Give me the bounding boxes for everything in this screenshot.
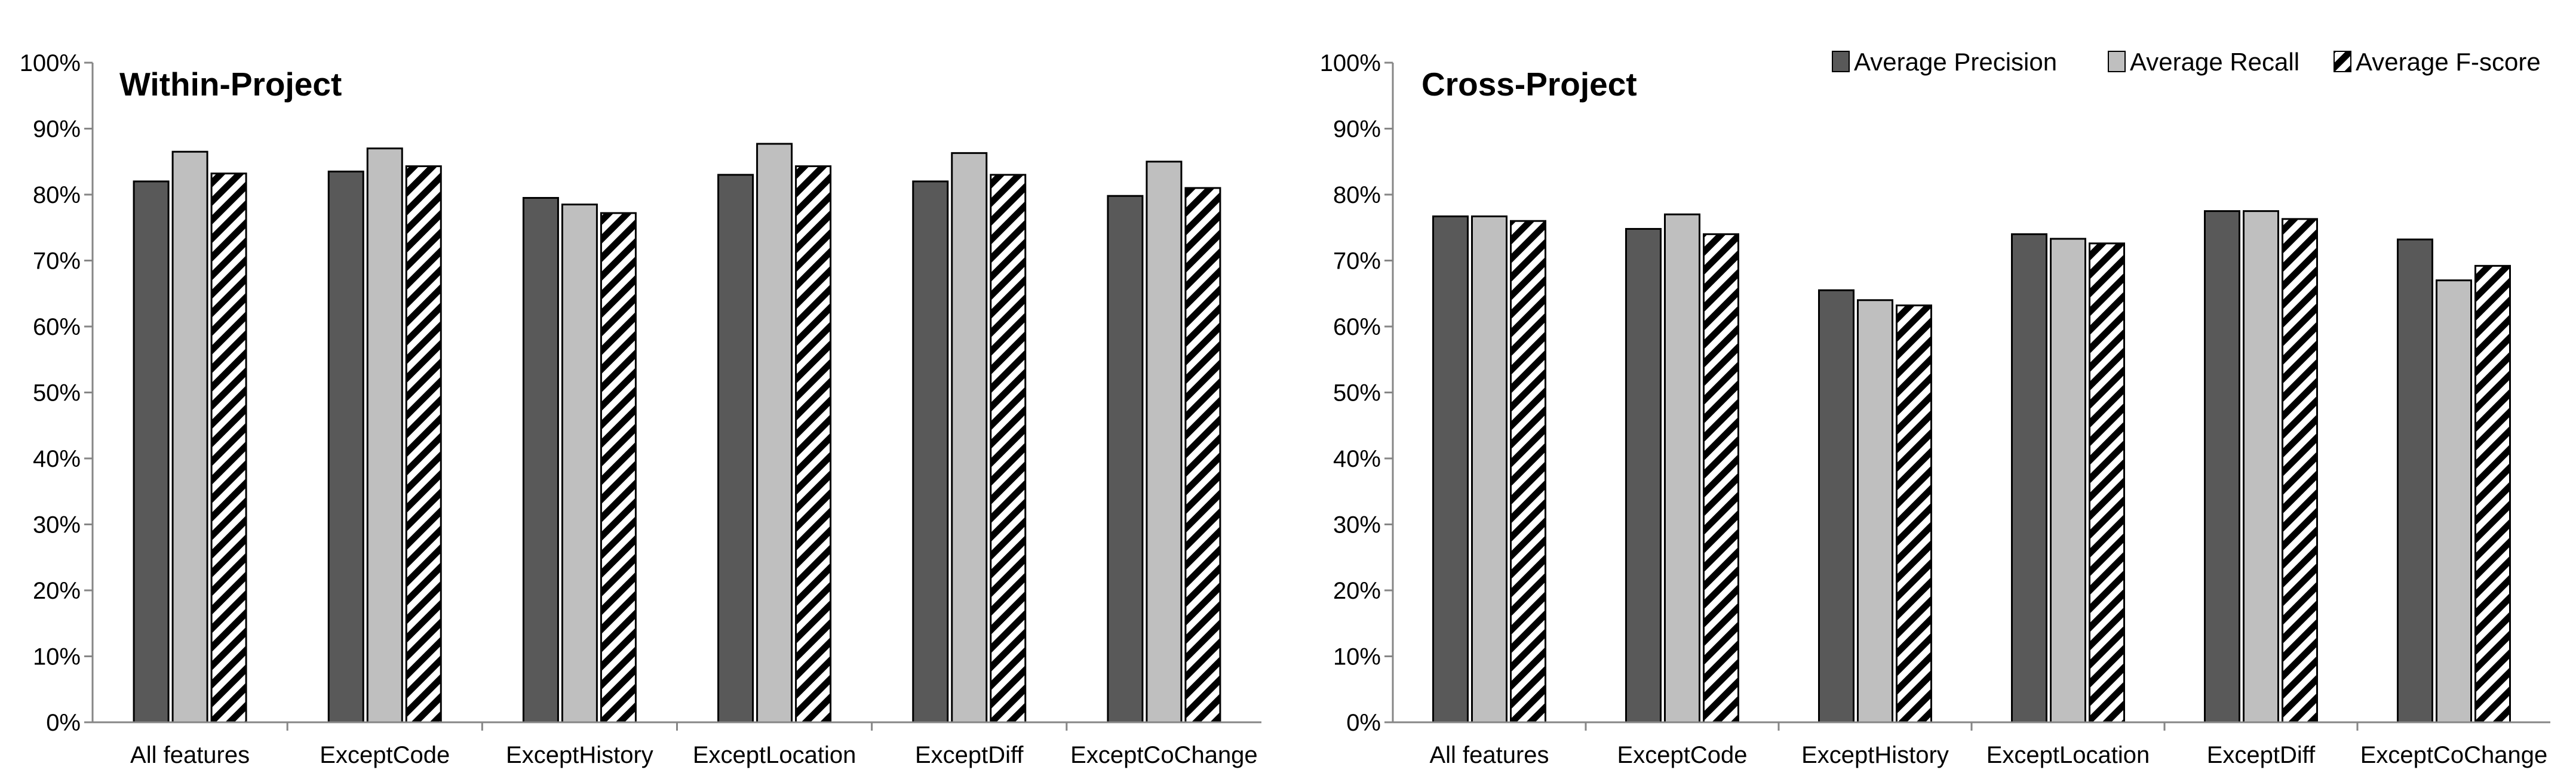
bar-recall xyxy=(366,147,403,723)
bar-recall xyxy=(2050,238,2086,723)
bar-precision xyxy=(522,197,559,723)
bar-fscore xyxy=(2282,218,2318,723)
y-tick-label: 30% xyxy=(33,512,81,538)
x-tick-label: ExceptHistory xyxy=(506,742,653,768)
y-tick-label: 20% xyxy=(33,578,81,604)
bar-precision xyxy=(912,180,949,723)
legend-label-precision: Average Precision xyxy=(1854,48,2057,76)
x-tick-label: ExceptDiff xyxy=(915,742,1024,768)
plot-area: 0% 10% 20% 30% 40% 50% 60% 70% 80% 90% 100% All fea… xyxy=(20,50,1261,768)
cross-project-chart: Cross-Project 0% 10% 20% 30% 40% 50% 60% 70% 80%… xyxy=(1320,50,2550,768)
y-tick-label: 40% xyxy=(1333,446,1381,472)
bar-recall xyxy=(2243,210,2279,723)
y-tick-label: 10% xyxy=(1333,644,1381,670)
bar-precision xyxy=(327,170,364,723)
bar-precision xyxy=(1625,227,1662,723)
y-tick-label: 50% xyxy=(1333,380,1381,407)
x-tick-label: ExceptCoChange xyxy=(1070,742,1258,768)
bar-fscore xyxy=(795,165,832,723)
bar-fscore xyxy=(1896,304,1932,723)
y-tick-label: 100% xyxy=(20,50,81,76)
x-tick-label: ExceptLocation xyxy=(1987,742,2150,768)
bar-fscore xyxy=(210,173,247,723)
x-tick-label: ExceptDiff xyxy=(2207,742,2316,768)
bar-recall xyxy=(1471,215,1507,723)
y-tick-label: 90% xyxy=(33,116,81,143)
y-tick-label: 80% xyxy=(1333,182,1381,208)
bar-recall xyxy=(756,143,793,723)
bar-recall xyxy=(1146,161,1183,723)
y-tick-label: 30% xyxy=(1333,512,1381,538)
bar-precision xyxy=(717,174,754,723)
plot-area: 0% 10% 20% 30% 40% 50% 60% 70% 80% 90% 100% All fea… xyxy=(1320,50,2550,768)
bar-recall xyxy=(951,152,988,723)
x-tick-label: ExceptCode xyxy=(1617,742,1748,768)
bar-fscore xyxy=(990,174,1027,723)
x-tick-label: ExceptLocation xyxy=(693,742,856,768)
bar-fscore xyxy=(1510,220,1546,723)
legend-swatch-precision xyxy=(1832,51,1850,72)
y-tick-label: 40% xyxy=(33,446,81,472)
bar-fscore xyxy=(2474,264,2511,723)
bar-precision xyxy=(133,180,170,723)
x-tick-label: All features xyxy=(130,742,250,768)
bar-fscore xyxy=(1184,187,1221,723)
chart-title: Cross-Project xyxy=(1421,66,1637,103)
bar-precision xyxy=(2011,233,2047,723)
chart-title: Within-Project xyxy=(119,66,342,103)
legend: Average Precision Average Recall Average… xyxy=(1832,48,2541,76)
y-tick-label: 0% xyxy=(1346,710,1381,736)
y-tick-label: 70% xyxy=(1333,248,1381,275)
legend-swatch-recall xyxy=(2108,51,2126,72)
bar-fscore xyxy=(405,165,442,723)
bar-precision xyxy=(1818,289,1855,723)
legend-label-recall: Average Recall xyxy=(2130,48,2299,76)
y-tick-label: 0% xyxy=(46,710,81,736)
y-tick-label: 100% xyxy=(1320,50,1381,76)
y-tick-label: 90% xyxy=(1333,116,1381,143)
bar-recall xyxy=(171,150,208,723)
bar-fscore xyxy=(1703,233,1739,723)
x-tick-label: ExceptCode xyxy=(320,742,450,768)
y-tick-label: 70% xyxy=(33,248,81,275)
legend-label-fscore: Average F-score xyxy=(2356,48,2541,76)
bar-recall xyxy=(2436,279,2472,723)
bar-fscore xyxy=(2089,242,2125,723)
x-tick-label: ExceptCoChange xyxy=(2360,742,2548,768)
bar-precision xyxy=(1107,195,1144,723)
bar-precision xyxy=(1432,215,1469,723)
bar-recall xyxy=(561,204,598,723)
y-tick-label: 50% xyxy=(33,380,81,407)
legend-swatch-fscore xyxy=(2334,51,2351,72)
bar-precision xyxy=(2397,238,2433,723)
x-tick-label: All features xyxy=(1429,742,1549,768)
within-project-chart: Within-Project 0% 10% 20% 30% 40% 50% 60% 70% 80… xyxy=(20,50,1261,768)
bar-recall xyxy=(1664,213,1700,723)
y-tick-label: 10% xyxy=(33,644,81,670)
y-tick-label: 60% xyxy=(1333,314,1381,340)
y-tick-label: 80% xyxy=(33,182,81,208)
bar-precision xyxy=(2204,210,2240,723)
bar-fscore xyxy=(600,212,637,723)
y-tick-label: 60% xyxy=(33,314,81,340)
bar-recall xyxy=(1857,299,1893,723)
y-tick-label: 20% xyxy=(1333,578,1381,604)
x-tick-label: ExceptHistory xyxy=(1801,742,1949,768)
